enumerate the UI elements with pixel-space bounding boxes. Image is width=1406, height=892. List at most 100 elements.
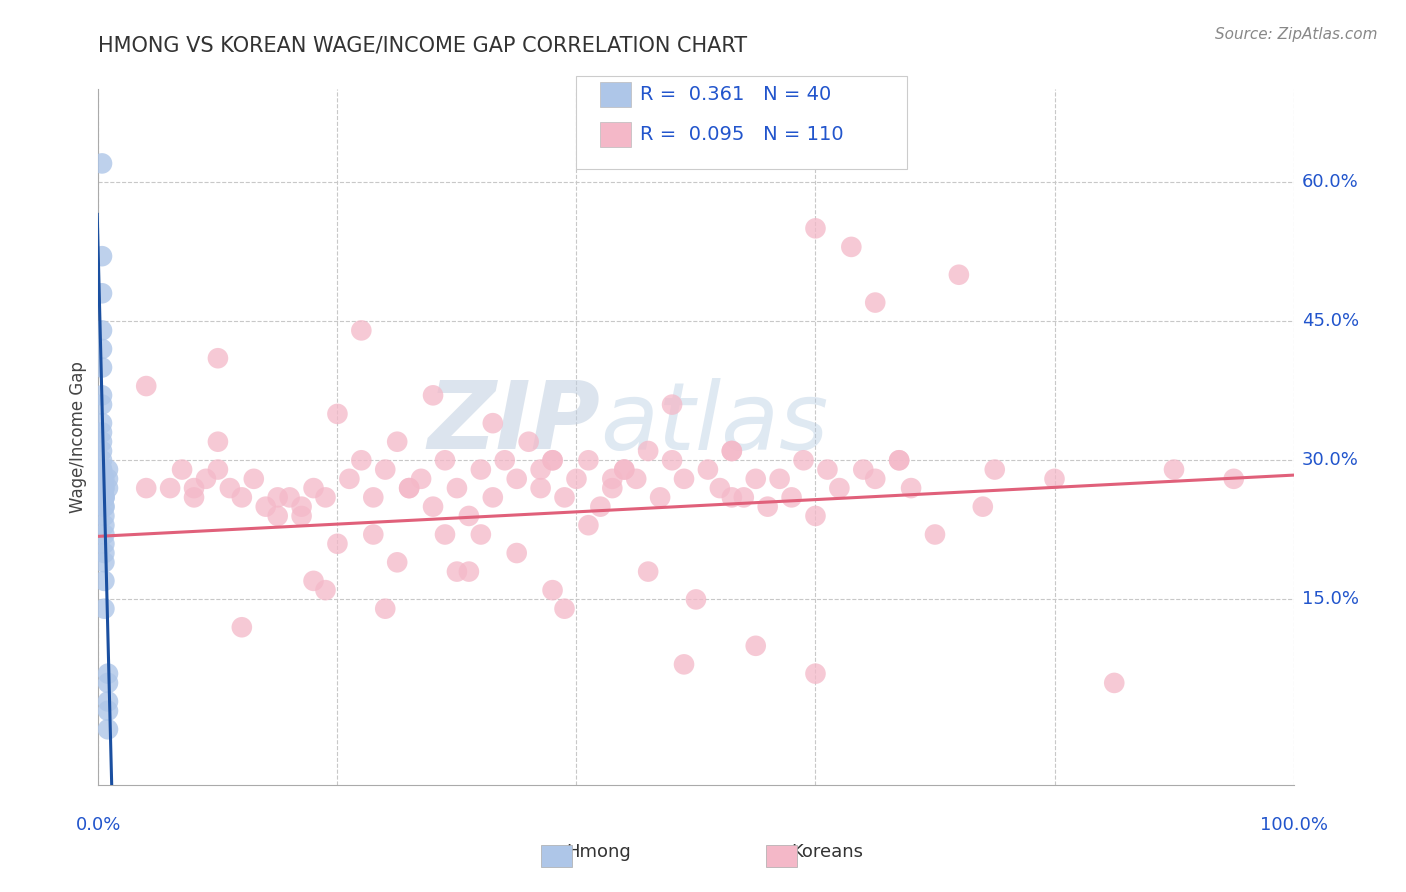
Point <box>673 657 696 672</box>
Point <box>363 527 385 541</box>
Point <box>578 453 600 467</box>
Point <box>626 472 648 486</box>
Point <box>517 434 540 449</box>
Text: Koreans: Koreans <box>792 843 863 861</box>
Point <box>172 462 194 476</box>
Point <box>326 407 349 421</box>
Y-axis label: Wage/Income Gap: Wage/Income Gap <box>69 361 87 513</box>
Point <box>673 472 696 486</box>
Point <box>315 583 337 598</box>
Point <box>828 481 851 495</box>
Text: 15.0%: 15.0% <box>1302 591 1358 608</box>
Point <box>93 508 115 523</box>
Text: Source: ZipAtlas.com: Source: ZipAtlas.com <box>1215 27 1378 42</box>
Text: 100.0%: 100.0% <box>1260 815 1327 833</box>
Point <box>326 537 349 551</box>
Point <box>530 481 553 495</box>
Point <box>374 462 396 476</box>
Point <box>1163 462 1185 476</box>
Point <box>91 425 114 440</box>
Point <box>565 472 588 486</box>
Point <box>852 462 875 476</box>
Point <box>578 518 600 533</box>
Text: ZIP: ZIP <box>427 377 600 469</box>
Point <box>91 342 114 356</box>
Point <box>93 546 115 560</box>
Point <box>685 592 707 607</box>
Point <box>91 388 114 402</box>
Point <box>841 240 863 254</box>
Point <box>481 491 505 505</box>
Point <box>291 500 314 514</box>
Point <box>422 388 444 402</box>
Text: 30.0%: 30.0% <box>1302 451 1358 469</box>
Point <box>637 444 659 458</box>
Point <box>91 416 114 430</box>
Point <box>470 462 492 476</box>
Point <box>93 500 115 514</box>
Point <box>93 491 115 505</box>
Point <box>804 666 827 681</box>
Point <box>91 453 114 467</box>
Point <box>972 500 994 514</box>
Point <box>494 453 516 467</box>
Point <box>1043 472 1066 486</box>
Point <box>398 481 420 495</box>
Text: Hmong: Hmong <box>567 843 631 861</box>
Point <box>602 481 624 495</box>
Point <box>135 481 157 495</box>
Point <box>93 500 115 514</box>
Point <box>183 491 205 505</box>
Point <box>207 462 229 476</box>
Point <box>91 462 114 476</box>
Point <box>756 500 779 514</box>
Point <box>506 472 529 486</box>
Point <box>661 453 683 467</box>
Point <box>721 491 744 505</box>
Point <box>97 462 120 476</box>
Point <box>589 500 612 514</box>
Point <box>207 434 229 449</box>
Point <box>267 491 290 505</box>
Point <box>93 491 115 505</box>
Point <box>93 527 115 541</box>
Point <box>470 527 492 541</box>
Point <box>195 472 218 486</box>
Point <box>93 481 115 495</box>
Point <box>91 286 114 301</box>
Point <box>385 434 409 449</box>
Point <box>374 601 396 615</box>
Point <box>793 453 815 467</box>
Point <box>948 268 970 282</box>
Point <box>159 481 181 495</box>
Point <box>243 472 266 486</box>
Point <box>267 508 290 523</box>
Point <box>697 462 720 476</box>
Point <box>302 574 325 588</box>
Point <box>721 444 744 458</box>
Point <box>91 360 114 375</box>
Text: 0.0%: 0.0% <box>76 815 121 833</box>
Point <box>93 537 115 551</box>
Point <box>97 694 120 708</box>
Point <box>93 601 115 615</box>
Point <box>446 565 468 579</box>
Point <box>231 620 253 634</box>
Point <box>554 491 576 505</box>
Point <box>91 249 114 263</box>
Point <box>924 527 946 541</box>
Point <box>984 462 1007 476</box>
Point <box>385 555 409 569</box>
Point <box>434 453 457 467</box>
Point <box>481 416 505 430</box>
Point <box>745 639 768 653</box>
Point <box>815 462 838 476</box>
Point <box>398 481 420 495</box>
Point <box>865 472 887 486</box>
Point <box>709 481 731 495</box>
Point <box>1104 676 1126 690</box>
Point <box>804 508 827 523</box>
Point <box>97 472 120 486</box>
Point <box>889 453 911 467</box>
Point <box>135 379 157 393</box>
